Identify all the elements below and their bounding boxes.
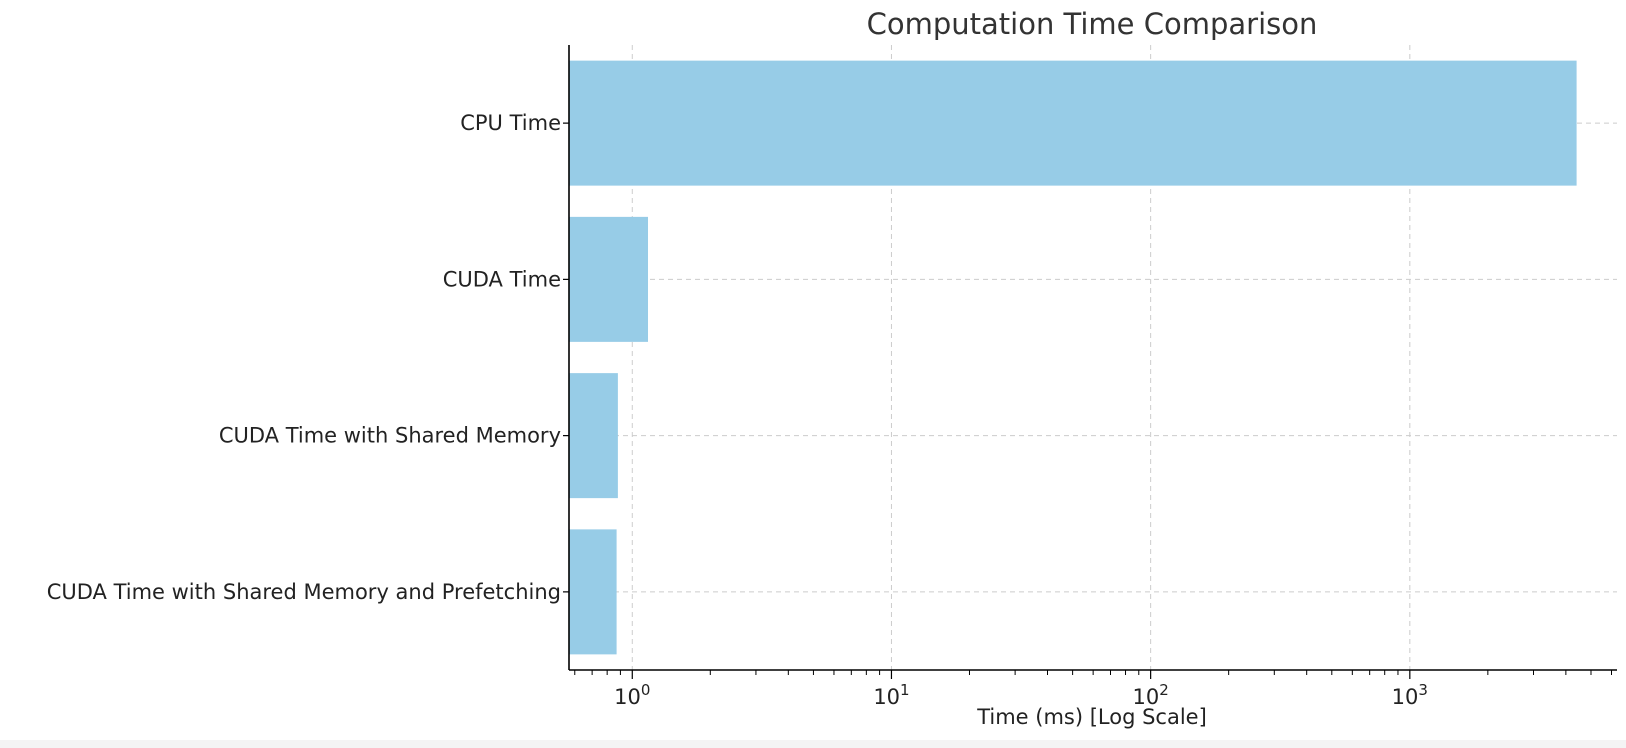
- category-label: CPU Time: [460, 111, 561, 135]
- x-tick-labels: 100 101 102 103: [614, 681, 1428, 709]
- x-tick-label: 103: [1392, 681, 1428, 709]
- x-tick-label: 102: [1132, 681, 1168, 709]
- bar: [569, 373, 618, 499]
- x-tick-label: 101: [873, 681, 909, 709]
- x-tick-label: 100: [614, 681, 650, 709]
- category-label: CUDA Time with Shared Memory and Prefetc…: [47, 580, 561, 604]
- bars: [569, 60, 1577, 655]
- bottom-strip: [0, 740, 1626, 748]
- chart-title: Computation Time Comparison: [867, 7, 1318, 41]
- x-axis-label: Time (ms) [Log Scale]: [976, 705, 1207, 729]
- category-label: CUDA Time: [443, 267, 561, 291]
- category-labels: CPU Time CUDA Time CUDA Time with Shared M…: [47, 111, 561, 604]
- category-label: CUDA Time with Shared Memory: [219, 424, 561, 448]
- bar: [569, 216, 649, 342]
- bar: [569, 529, 617, 655]
- axes: [563, 45, 1617, 679]
- bar: [569, 60, 1577, 186]
